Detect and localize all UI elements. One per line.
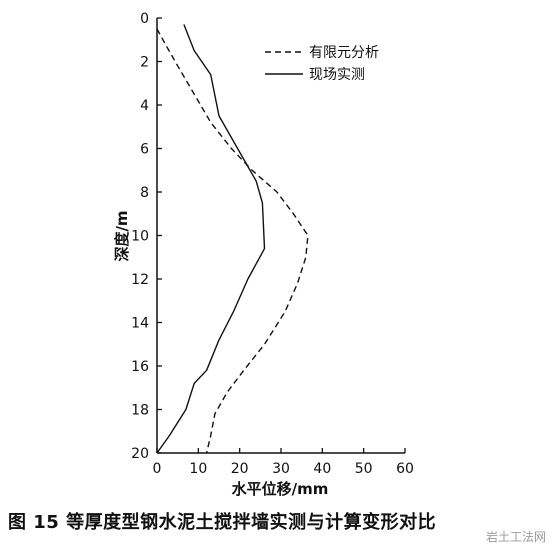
figure-caption: 图 15 等厚度型钢水泥土搅拌墙实测与计算变形对比 [8,512,437,533]
series-line-2 [156,24,266,454]
y-tick-label: 8 [140,185,149,201]
y-tick-label: 14 [131,316,149,332]
legend-label-1: 有限元分析 [309,45,379,61]
y-tick-label: 16 [131,359,149,375]
y-tick-label: 6 [140,142,149,158]
x-tick-label: 50 [355,461,373,477]
x-tick-label: 40 [313,461,331,477]
y-tick-label: 0 [140,11,149,27]
y-tick-label: 20 [131,446,149,462]
series-line-1 [156,28,309,454]
y-tick-label: 18 [131,403,149,419]
y-axis-title: 深度/m [113,210,131,261]
deflection-chart: 0 10 20 30 40 50 60 0 2 4 6 8 10 12 14 16 18 20 有限元分析现场实测… [113,11,414,498]
y-tick-label: 4 [140,98,149,114]
y-tick-label: 12 [131,272,149,288]
chart-series [156,24,309,454]
x-tick-label: 60 [396,461,414,477]
x-tick-label: 0 [153,461,162,477]
x-tick-label: 20 [231,461,249,477]
x-axis-title: 水平位移/mm [232,480,329,498]
legend-label-2: 现场实测 [309,67,365,83]
x-tick-label: 10 [189,461,207,477]
watermark-text: 岩土工法网 [485,530,546,544]
chart-ticks: 0 10 20 30 40 50 60 0 2 4 6 8 10 12 14 16 18 20 [131,11,414,477]
y-tick-label: 10 [131,229,149,245]
chart-axes [156,18,405,454]
y-tick-label: 2 [140,55,149,71]
x-tick-label: 30 [272,461,290,477]
